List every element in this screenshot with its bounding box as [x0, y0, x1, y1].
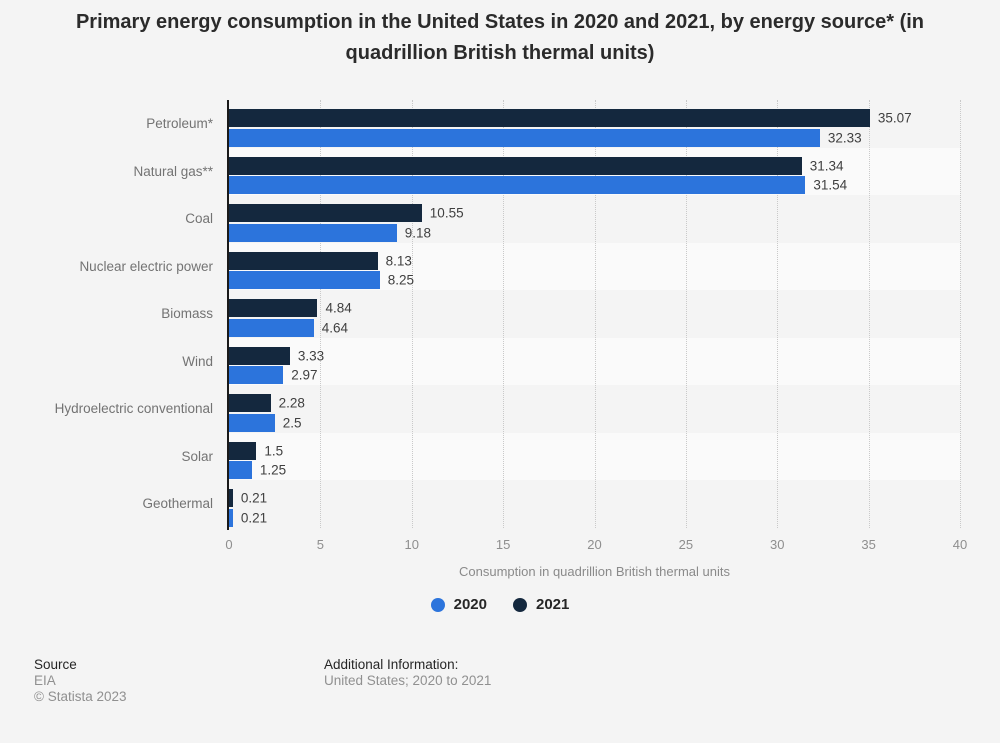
source-value: EIA	[34, 673, 56, 688]
x-tick-label: 10	[404, 537, 419, 552]
gridline	[411, 100, 413, 528]
legend-item-2020: 2020	[430, 596, 487, 613]
bar-2021: 35.07	[229, 109, 912, 127]
bar-2020: 1.25	[229, 461, 286, 480]
x-tick-label: 35	[861, 537, 876, 552]
x-tick-label: 40	[952, 537, 968, 552]
value-label: 2.5	[282, 415, 302, 431]
x-tick-label: 15	[495, 537, 511, 552]
x-axis-label: Consumption in quadrillion British therm…	[459, 564, 730, 579]
additional-info-value: United States; 2020 to 2021	[324, 673, 492, 688]
value-label: 10.55	[429, 205, 464, 221]
value-label: 4.84	[325, 300, 352, 316]
value-label: 1.5	[264, 443, 284, 459]
value-label: 0.21	[240, 490, 268, 506]
bar-2021: 31.34	[229, 156, 844, 175]
gridline	[960, 100, 961, 528]
footer-additional-info-block: Additional Information: United States; 2…	[324, 657, 491, 689]
value-label: 4.64	[321, 320, 349, 336]
category-label: Coal	[185, 211, 213, 227]
bar-2020: 32.33	[229, 128, 862, 147]
bar-2021: 2.28	[229, 394, 305, 413]
value-label: 0.21	[240, 510, 268, 526]
x-tick-label: 30	[770, 537, 785, 552]
category-label: Hydroelectric conventional	[54, 401, 213, 417]
category-labels: Petroleum* Natural gas** Coal Nuclear elect…	[0, 100, 213, 528]
category-label: Natural gas**	[133, 163, 213, 179]
bar-2020: 9.18	[229, 223, 431, 242]
value-label: 2.28	[278, 395, 305, 411]
y-axis-line	[227, 100, 229, 530]
gridline	[594, 100, 596, 528]
bar-2021: 1.5	[229, 441, 283, 460]
additional-info-label: Additional Information:	[324, 657, 459, 672]
legend-label: 2021	[536, 596, 570, 613]
chart-title: Primary energy consumption in the United…	[75, 11, 925, 64]
bar-2021: 8.13	[229, 251, 412, 270]
legend-item-2021: 2021	[513, 596, 569, 613]
source-label: Source	[34, 657, 77, 672]
value-label: 1.25	[259, 462, 287, 478]
category-label: Petroleum*	[146, 116, 213, 131]
x-tick-label: 20	[587, 537, 602, 552]
bar-2021: 4.84	[229, 299, 352, 318]
category-label: Solar	[181, 448, 213, 464]
value-label: 8.13	[385, 253, 412, 269]
gridline	[685, 100, 687, 528]
x-tick-label: 25	[678, 537, 694, 552]
gridline	[503, 100, 505, 528]
value-label: 8.25	[387, 272, 415, 288]
bar-2020: 2.97	[229, 366, 318, 385]
legend-dot	[513, 597, 527, 612]
footer-source-block: Source EIA © Statista 2023	[34, 657, 127, 705]
x-axis-ticks: 0 5 10 15 20 25 30 35 40	[225, 537, 967, 553]
gridline	[868, 100, 870, 528]
bar-2020: 8.25	[229, 271, 414, 290]
value-label: 2.97	[291, 367, 318, 383]
bar-2020: 2.5	[229, 413, 301, 432]
copyright: © Statista 2023	[34, 689, 127, 704]
gridline	[320, 100, 322, 528]
bar-2020: 4.64	[229, 318, 348, 337]
bar-2021: 3.33	[229, 346, 324, 365]
bar-2020: 0.21	[229, 508, 267, 527]
bar-2021: 10.55	[229, 204, 464, 223]
category-label: Wind	[182, 353, 213, 369]
value-label: 3.33	[297, 348, 325, 364]
value-label: 9.18	[404, 225, 432, 241]
plot-area: 35.07 31.34 10.55 8.13 4.84 3.33 2.28 1.5 0.21 32…	[229, 100, 961, 528]
legend-dot	[430, 597, 445, 612]
bar-2021: 0.21	[229, 489, 267, 508]
legend-label: 2020	[453, 596, 487, 613]
value-label: 31.34	[809, 158, 844, 174]
legend: 2020 2021	[0, 596, 1000, 613]
value-label: 32.33	[827, 130, 862, 145]
category-label: Nuclear electric power	[79, 258, 213, 274]
x-tick-label: 0	[225, 537, 233, 552]
category-label: Geothermal	[142, 496, 213, 512]
value-label: 31.54	[813, 177, 848, 193]
gridline	[777, 100, 779, 528]
bar-2020: 31.54	[229, 176, 847, 195]
value-label: 35.07	[877, 110, 912, 126]
x-tick-label: 5	[316, 537, 324, 552]
category-label: Biomass	[161, 306, 213, 322]
